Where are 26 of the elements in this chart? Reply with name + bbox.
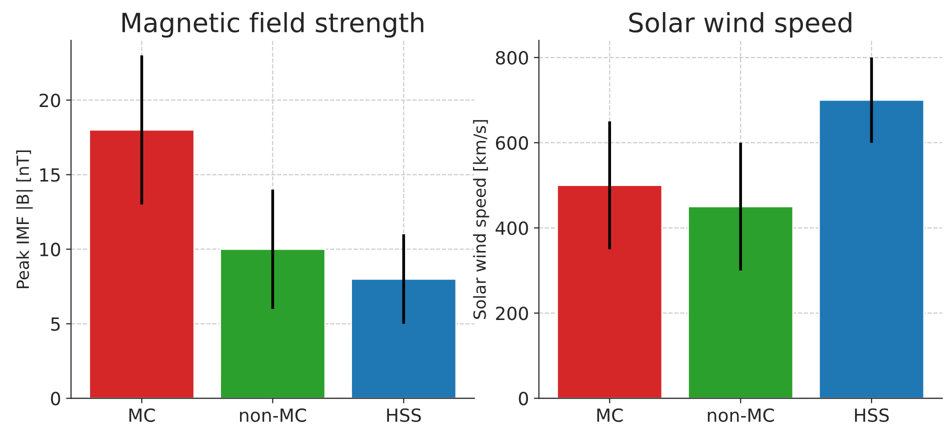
y-tick-label: 20	[40, 94, 60, 108]
bar	[220, 248, 326, 398]
y-tick-label: 200	[496, 306, 528, 320]
y-tick-label: 600	[496, 136, 528, 150]
y-axis-title: Solar wind speed [km/s]	[473, 120, 490, 319]
y-axis-title: Peak IMF |B| [nT]	[16, 150, 33, 288]
x-tick-label: non-MC	[708, 408, 774, 422]
bar	[818, 99, 925, 398]
x-tick-label: MC	[129, 408, 155, 422]
bar	[688, 206, 794, 398]
x-tick-label: non-MC	[240, 408, 306, 422]
bar	[350, 278, 457, 398]
bar	[88, 129, 195, 398]
x-tick-label: HSS	[855, 408, 889, 422]
chart-title: Magnetic field strength	[122, 12, 424, 38]
y-tick-label: 0	[518, 392, 528, 406]
y-tick-label: 10	[40, 242, 60, 256]
y-tick-label: 400	[496, 221, 528, 236]
chart-title: Solar wind speed	[629, 12, 852, 38]
y-tick-label: 800	[496, 50, 528, 65]
y-tick-label: 15	[40, 168, 60, 182]
y-tick-label: 5	[51, 317, 60, 331]
x-tick-label: MC	[597, 408, 623, 422]
x-tick-label: HSS	[387, 408, 421, 422]
bar	[556, 184, 663, 398]
y-tick-label: 0	[51, 392, 60, 406]
